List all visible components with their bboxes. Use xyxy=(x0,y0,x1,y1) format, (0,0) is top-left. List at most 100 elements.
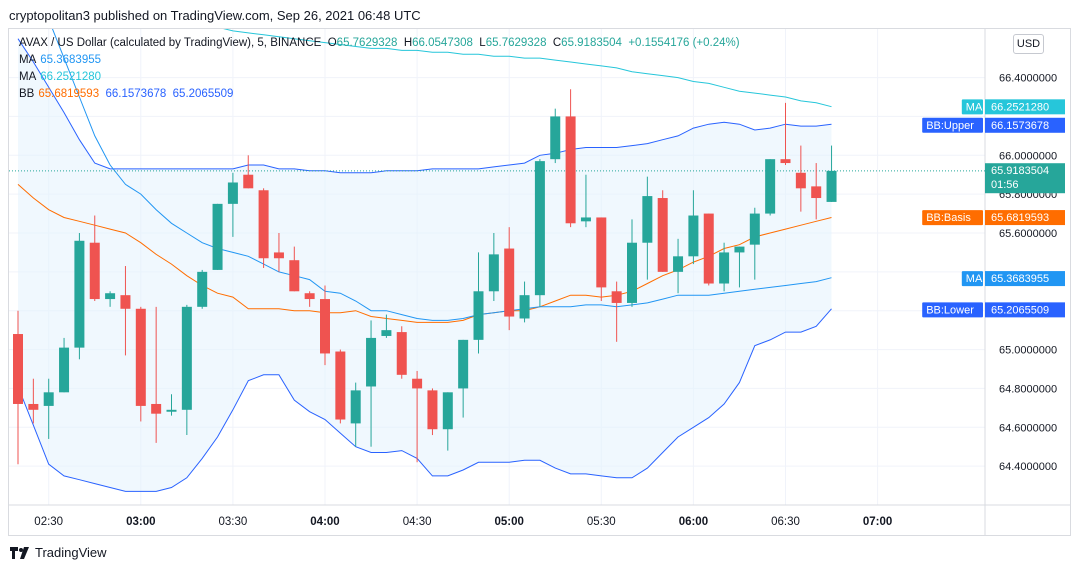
candle-down xyxy=(304,293,315,300)
price-value-text: 66.1573678 xyxy=(991,120,1049,132)
time-tick-label: 04:00 xyxy=(310,516,339,528)
ma1-label: MA xyxy=(19,54,37,66)
bb-lower-line xyxy=(17,308,832,492)
time-tick-label: 06:30 xyxy=(771,516,800,528)
price-value-tag xyxy=(985,99,1065,115)
open-value: 65.7629328 xyxy=(336,37,398,49)
candle-down xyxy=(89,242,100,300)
currency-button[interactable]: USD xyxy=(1013,34,1044,54)
candle-up xyxy=(458,339,469,389)
l-label: L xyxy=(479,37,486,49)
candle-up xyxy=(550,116,561,160)
candle-down xyxy=(811,186,822,199)
price-value-tag xyxy=(985,163,1065,194)
bb-upper-value: 66.1573678 xyxy=(105,88,167,100)
time-tick-label: 07:00 xyxy=(863,516,892,528)
countdown-text: 01:56 xyxy=(991,179,1019,191)
candle-down xyxy=(258,190,269,259)
price-tick-label: 66.0000000 xyxy=(999,150,1057,162)
indicator-name-text: BB:Lower xyxy=(926,304,974,316)
candle-up xyxy=(381,330,392,336)
indicator-name-tag xyxy=(961,99,983,115)
bb-lower-value: 65.2065509 xyxy=(172,88,234,100)
time-axis: 02:30 03:00 03:30 04:00 04:30 05:00 05:30 06:00… xyxy=(34,516,892,528)
o-label: O xyxy=(327,37,337,49)
candle-down xyxy=(780,159,791,164)
candle-down xyxy=(412,378,423,389)
candle-down xyxy=(273,252,284,259)
candle-down xyxy=(28,403,39,410)
indicator-name-tag xyxy=(922,117,983,133)
price-tick-label: 64.8000000 xyxy=(999,383,1057,395)
candle-down xyxy=(396,332,407,375)
bb-basis-value: 65.6819593 xyxy=(38,88,100,100)
high-value: 66.0547308 xyxy=(412,37,473,49)
time-tick-label: 03:00 xyxy=(126,516,155,528)
ma2-label: MA xyxy=(19,71,37,83)
candle-up xyxy=(74,240,85,348)
candle-up xyxy=(765,159,776,214)
price-value-tag xyxy=(985,302,1065,318)
candle-up xyxy=(473,291,484,340)
candle-up xyxy=(749,213,760,245)
legend-ma1-row[interactable]: MA 65.3683955 xyxy=(19,52,740,69)
candle-down xyxy=(320,299,330,354)
candle-down xyxy=(795,172,806,189)
chart-frame xyxy=(8,28,1071,536)
candle-up xyxy=(212,203,223,270)
candle-up xyxy=(534,161,545,296)
chart-legend: AVAX / US Dollar (calculated by TradingV… xyxy=(19,35,740,103)
ma2-value: 66.2521280 xyxy=(40,71,102,83)
candle-up xyxy=(350,390,361,424)
price-value-tag xyxy=(985,210,1065,226)
price-tick-label: 64.6000000 xyxy=(999,422,1057,434)
candle-up xyxy=(734,246,745,253)
price-value-text: 65.2065509 xyxy=(991,304,1049,316)
candle-down xyxy=(13,334,23,404)
time-tick-label: 04:30 xyxy=(403,516,432,528)
candle-down xyxy=(135,308,146,406)
ma-fast-line xyxy=(51,29,832,321)
candle-down xyxy=(657,198,668,272)
candle-up xyxy=(197,271,208,307)
candle-up xyxy=(227,182,238,204)
candle-up xyxy=(59,347,70,393)
h-label: H xyxy=(403,37,413,49)
time-tick-label: 05:00 xyxy=(494,516,523,528)
candle-down xyxy=(504,248,515,317)
tradingview-logo[interactable]: TradingView xyxy=(10,545,107,560)
indicator-name-tag xyxy=(961,271,983,287)
indicator-name-tag xyxy=(922,210,983,226)
candle-down xyxy=(427,390,438,430)
candle-up xyxy=(43,392,54,406)
price-value-text: 66.2521280 xyxy=(991,101,1049,113)
indicator-name-text: BB:Basis xyxy=(926,212,971,224)
indicator-name-text: MA xyxy=(966,273,983,285)
ma-slow-line xyxy=(223,29,832,108)
candle-up xyxy=(673,256,684,272)
candle-up xyxy=(181,306,192,410)
symbol-title[interactable]: AVAX / US Dollar (calculated by TradingV… xyxy=(19,37,322,49)
price-value-text: 65.6819593 xyxy=(991,212,1049,224)
price-value-tag xyxy=(985,117,1065,133)
time-tick-label: 05:30 xyxy=(587,516,616,528)
candle-up xyxy=(166,409,177,412)
candle-up xyxy=(719,252,730,284)
candle-up xyxy=(826,170,837,202)
price-tick-label: 64.4000000 xyxy=(999,461,1057,473)
candle-up xyxy=(688,215,699,257)
legend-ma2-row[interactable]: MA 66.2521280 xyxy=(19,69,740,86)
indicator-name-tag xyxy=(922,302,983,318)
candlestick-chart[interactable]: 64.4000000 64.6000000 64.8000000 65.0000000… xyxy=(9,29,1071,535)
legend-bb-row[interactable]: BB 65.6819593 66.1573678 65.2065509 xyxy=(19,86,740,103)
bb-upper-line xyxy=(17,38,832,174)
candle-down xyxy=(151,403,162,414)
candles xyxy=(13,89,837,465)
indicator-name-text: MA xyxy=(966,101,983,113)
candle-up xyxy=(105,293,116,300)
price-tick-label: 65.6000000 xyxy=(999,228,1057,240)
price-value-text: 65.9183504 xyxy=(991,165,1049,177)
tradingview-brand-text: TradingView xyxy=(35,545,107,560)
candle-up xyxy=(519,295,530,319)
candle-down xyxy=(611,291,622,303)
